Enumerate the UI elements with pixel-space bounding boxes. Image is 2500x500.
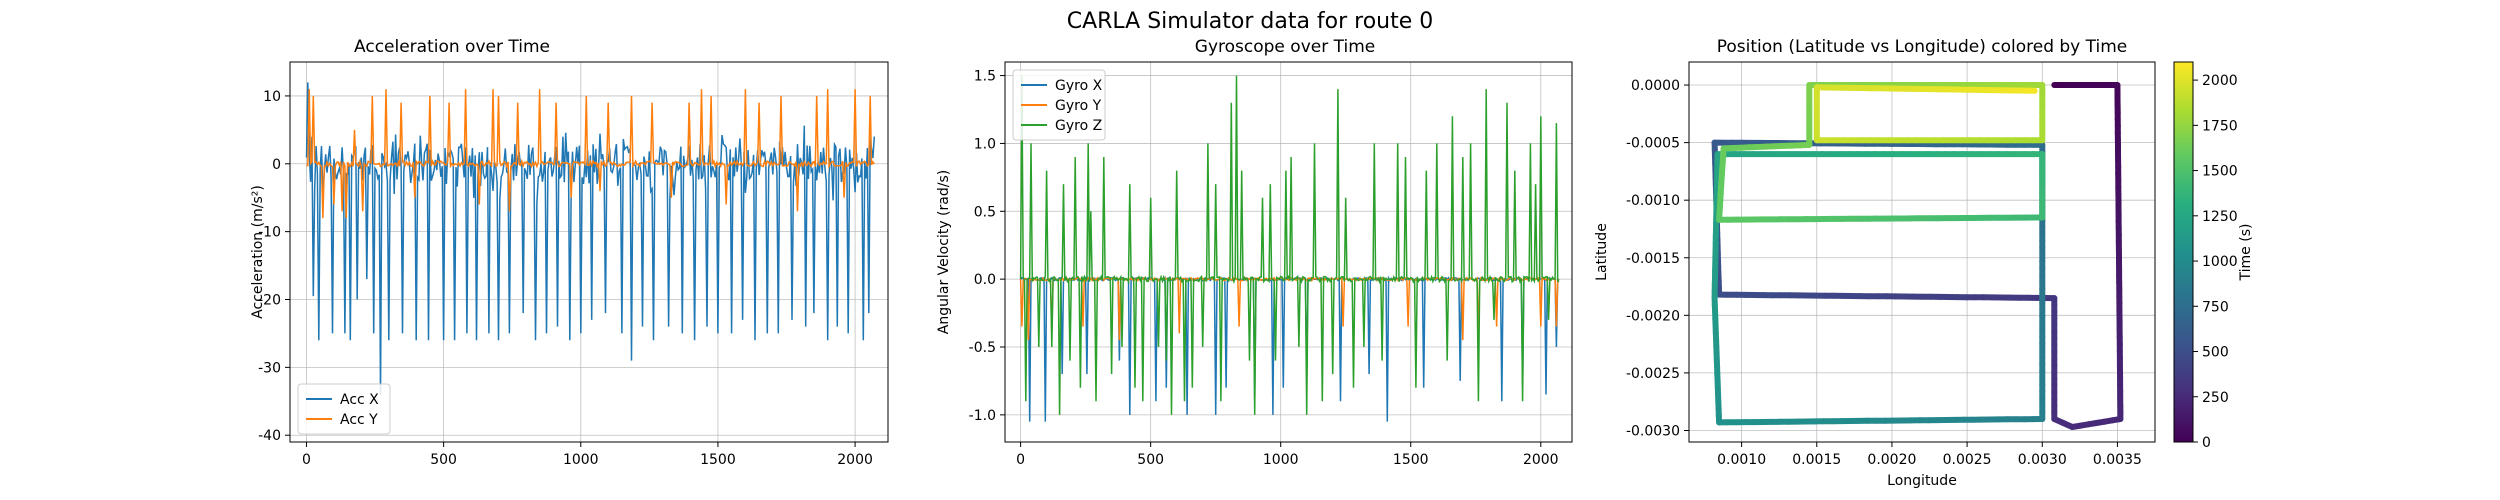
acceleration-plot-frame [289, 61, 889, 443]
y-tick-label: -10 [258, 225, 281, 241]
colorbar-tick-label: 1250 [2202, 209, 2238, 225]
x-tick-label: 2000 [1523, 452, 1559, 468]
x-tick-label: 2000 [837, 452, 873, 468]
x-tick-label: 1000 [1263, 452, 1299, 468]
figure-title: CARLA Simulator data for route 0 [1067, 9, 1434, 34]
time-colorbar: 0 250 500 750 1000 1250 1500 1750 2000 Time (s) [2173, 61, 2254, 451]
x-tick-label: 0 [302, 452, 311, 468]
colorbar-tick-label: 500 [2202, 345, 2229, 361]
y-tick-label: 10 [263, 89, 281, 105]
legend-box [1012, 69, 1106, 141]
colorbar-tick-label: 2000 [2202, 73, 2238, 89]
acceleration-y-axis-label: Acceleration (m/s²) [250, 185, 266, 319]
y-tick-label: 0.5 [974, 204, 996, 220]
gyroscope-y-axis-label: Angular Velocity (rad/s) [936, 170, 952, 334]
legend-label: Gyro X [1055, 78, 1103, 94]
series-line-gyro-z [1019, 75, 1560, 415]
colorbar-tick-label: 250 [2202, 390, 2229, 406]
y-tick-label: -0.5 [969, 340, 996, 356]
colorbar-tick-label: 1000 [2202, 254, 2238, 270]
x-tick-label: 500 [430, 452, 457, 468]
y-tick-label: -0.0030 [1626, 423, 1680, 439]
series-line-acc-x [305, 82, 876, 395]
x-tick-label: 0.0025 [1943, 452, 1992, 468]
x-tick-label: 1500 [700, 452, 736, 468]
legend-label: Gyro Z [1055, 118, 1102, 134]
legend-label: Acc X [340, 392, 379, 408]
colorbar-gradient [2173, 61, 2194, 443]
x-tick-label: 0.0010 [1717, 452, 1766, 468]
x-tick-label: 1500 [1393, 452, 1429, 468]
legend-label: Acc Y [340, 412, 378, 428]
position-y-axis-label: Latitude [1594, 223, 1610, 281]
colorbar-tick-label: 750 [2202, 299, 2229, 315]
y-tick-label: 1.0 [974, 136, 996, 152]
series-line-acc-y [306, 89, 875, 219]
y-tick-label: -20 [258, 293, 281, 309]
y-tick-label: -30 [258, 360, 281, 376]
y-tick-label: -0.0020 [1626, 308, 1680, 324]
legend-label: Gyro Y [1055, 98, 1102, 114]
colorbar-tick-label: 1500 [2202, 164, 2238, 180]
gyroscope-plot-frame [1004, 61, 1573, 443]
y-tick-label: -0.0005 [1626, 136, 1680, 152]
y-tick-label: -40 [258, 428, 281, 444]
x-tick-label: 0.0015 [1792, 452, 1841, 468]
x-tick-label: 1000 [563, 452, 599, 468]
gyroscope-chart-title: Gyroscope over Time [1195, 37, 1375, 57]
acceleration-chart-title: Acceleration over Time [354, 37, 550, 57]
x-tick-label: 0.0030 [2018, 452, 2067, 468]
colorbar-label: Time (s) [2238, 224, 2254, 282]
y-tick-label: 0.0000 [1631, 78, 1680, 94]
x-tick-label: 0 [1016, 452, 1025, 468]
position-chart: Position (Latitude vs Longitude) colored… [1594, 37, 2156, 489]
position-plot-frame [1688, 61, 2156, 443]
x-tick-label: 0.0035 [2093, 452, 2142, 468]
legend-box [297, 383, 391, 435]
y-tick-label: 0.0 [974, 272, 996, 288]
colorbar-tick-label: 0 [2202, 435, 2211, 451]
gyroscope-chart: Gyroscope over Time Angular Velocity (ra… [936, 37, 1573, 468]
y-tick-label: 0 [272, 157, 281, 173]
colorbar-tick-label: 1750 [2202, 118, 2238, 134]
y-tick-label: 1.5 [974, 69, 996, 85]
x-tick-label: 0.0020 [1867, 452, 1916, 468]
position-chart-title: Position (Latitude vs Longitude) colored… [1717, 37, 2128, 57]
y-tick-label: -0.0025 [1626, 366, 1680, 382]
y-tick-label: -1.0 [969, 408, 996, 424]
x-tick-label: 500 [1137, 452, 1164, 468]
position-x-axis-label: Longitude [1887, 473, 1957, 489]
y-tick-label: -0.0015 [1626, 251, 1680, 267]
acceleration-chart: Acceleration over Time Acceleration (m/s… [250, 37, 889, 468]
y-tick-label: -0.0010 [1626, 193, 1680, 209]
